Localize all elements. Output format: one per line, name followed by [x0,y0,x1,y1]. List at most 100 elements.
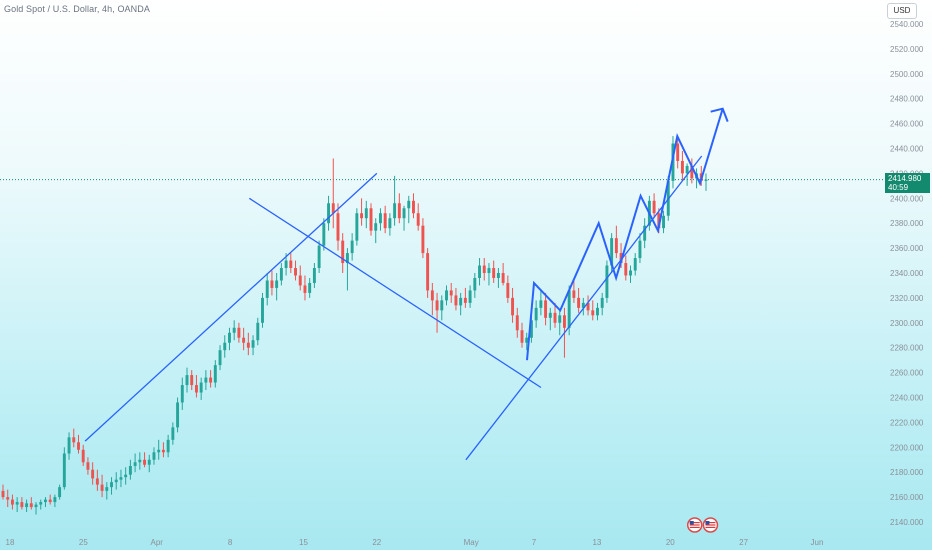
candle [482,258,486,281]
candle [501,263,505,286]
candle-body [629,270,632,276]
candle [237,322,241,343]
candle-body [383,213,387,229]
candle-body [327,203,331,224]
candle-body [614,238,618,254]
rising-trendline-2[interactable] [465,155,703,461]
candle [463,287,467,308]
candle [91,462,95,485]
candle [643,218,647,249]
candle-body [180,385,184,403]
candle-body [29,503,33,508]
candle [331,158,335,229]
candle [58,484,62,500]
candle-body [360,213,364,219]
candle [662,210,665,234]
candle-body [440,300,444,311]
candle [586,295,590,316]
candle-body [265,280,269,298]
candle [190,370,194,391]
x-tick-label: May [464,538,479,547]
candle-body [407,200,411,209]
candle-body [119,477,123,480]
us-flag-icon[interactable] [686,517,703,533]
candle [303,275,307,301]
y-tick-label: 2320.000 [890,294,924,303]
candle-body [459,297,463,306]
candle [185,367,189,393]
candle [289,253,293,273]
candle [605,260,609,303]
candle-body [256,322,260,341]
symbol-title: Gold Spot / U.S. Dollar, 4h, OANDA [4,4,150,14]
candle-body [605,265,609,298]
candle [180,377,184,410]
candle-body [275,280,279,288]
candle [44,497,47,508]
candle-body [388,218,392,229]
candle-body [39,502,43,505]
candle [544,292,548,326]
x-tick-label: 20 [666,538,675,547]
x-tick-label: 13 [592,538,601,547]
candle [421,218,425,259]
candle [525,332,529,351]
candle-body [251,340,255,348]
candle [261,292,264,328]
candle-body [100,484,104,491]
candle [1,484,5,500]
candle-body [48,499,52,503]
candle-body [218,350,222,366]
flag-stripe [689,524,700,526]
candle-body [355,213,359,241]
candle-body [294,268,297,276]
candle [322,218,326,251]
y-tick-label: 2220.000 [890,418,924,427]
last-price-badge: 2414.980 40:59 [885,173,930,193]
candle [218,345,222,371]
candle [478,258,481,286]
y-tick-label: 2160.000 [890,493,924,502]
candle-body [114,479,118,483]
candle [596,302,599,321]
candle-body [529,320,533,338]
candle-body [303,285,307,293]
candle-body [345,253,349,264]
lower-trendline-1[interactable] [84,172,378,442]
candle-body [445,290,448,301]
candle [270,270,274,296]
candle [294,260,297,281]
candle [539,290,543,316]
candle-body [369,208,373,231]
candle [242,327,246,351]
candle-body [548,312,552,318]
candle [652,193,656,219]
candle [232,320,236,341]
candle-body [624,263,628,276]
candle-body [58,487,62,498]
descending-trendline[interactable] [248,197,542,389]
y-tick-label: 2360.000 [890,244,924,253]
flag-canton [689,521,694,525]
candle [67,432,71,460]
candle [161,442,165,458]
candle [312,263,316,288]
zigzag-path[interactable] [526,108,724,361]
currency-button[interactable]: USD [887,3,917,19]
candle-body [223,342,227,351]
candle [638,233,642,264]
candle [383,205,387,234]
flag-stripe [689,526,700,528]
y-tick-label: 2440.000 [890,145,924,154]
candle-body [279,268,283,281]
candle-body [62,453,66,488]
candle-body [520,330,524,343]
candle-body [426,253,430,291]
us-flag-icon[interactable] [702,517,719,533]
candle-body [496,273,500,278]
candle-body [586,302,590,311]
candle [114,472,118,490]
candle [62,447,66,490]
